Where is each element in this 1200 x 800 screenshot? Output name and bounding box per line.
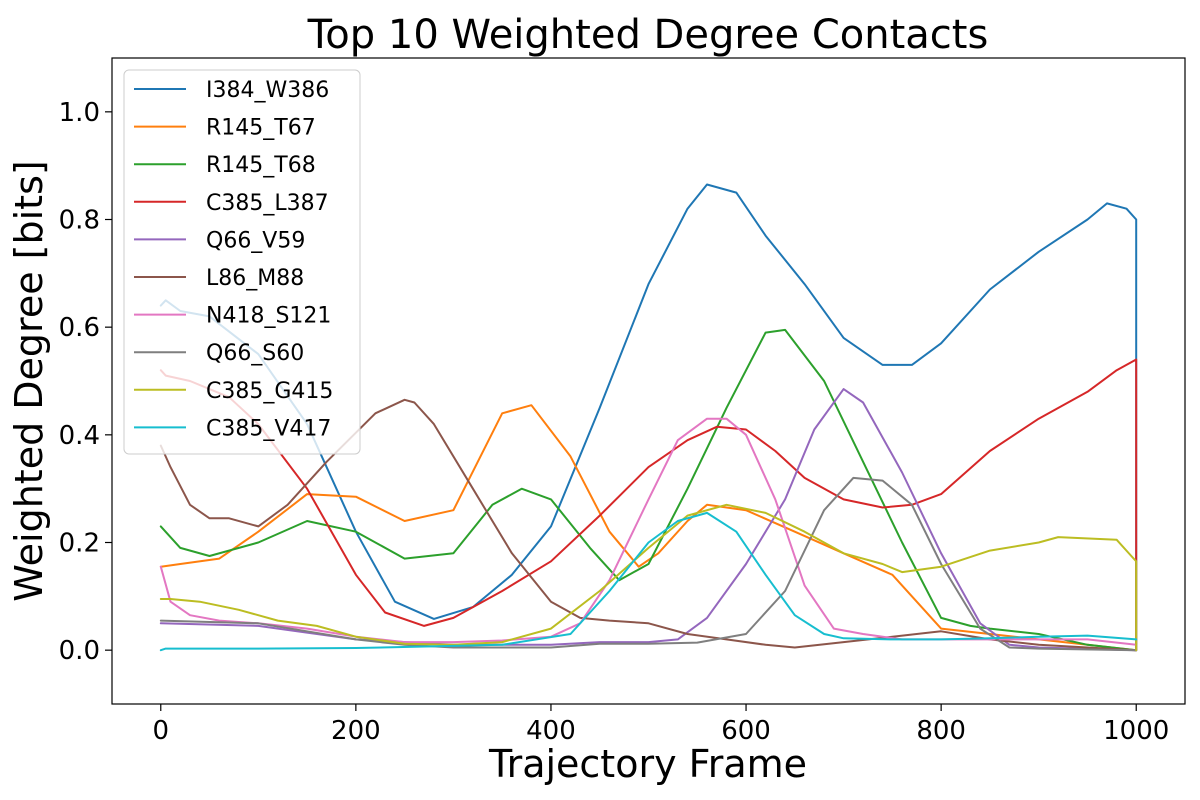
legend-entry-label: C385_V417	[206, 416, 331, 441]
y-axis-ticks: 0.0 0.2 0.4 0.6 0.8 1.0	[59, 98, 112, 666]
legend-entry-label: R145_T67	[206, 116, 316, 141]
x-tick-label: 1000	[1103, 716, 1169, 746]
legend-entry-label: Q66_V59	[206, 228, 305, 253]
x-tick-label: 400	[526, 716, 576, 746]
legend-entry-label: N418_S121	[206, 304, 331, 329]
x-tick-label: 0	[152, 716, 169, 746]
y-axis-label: Weighted Degree [bits]	[7, 160, 51, 601]
legend-entry-label: R145_T68	[206, 153, 316, 178]
series-line-c385-l387	[159, 358, 1138, 652]
y-tick-label: 0.0	[59, 636, 100, 666]
legend-entry-label: I384_W386	[206, 78, 329, 103]
y-tick-label: 0.6	[59, 313, 100, 343]
x-axis-label: Trajectory Frame	[488, 742, 807, 786]
y-tick-label: 0.2	[59, 529, 100, 559]
series-line-c385-v417	[159, 511, 1138, 652]
series-line-r145-t67	[159, 404, 1138, 652]
chart-title: Top 10 Weighted Degree Contacts	[307, 12, 989, 58]
legend-box	[123, 69, 361, 455]
y-tick-label: 0.4	[59, 421, 100, 451]
series-line-r145-t68	[159, 328, 1138, 652]
y-tick-label: 0.8	[59, 206, 100, 236]
series-line-c385-g415	[159, 503, 1138, 652]
plot-frame	[111, 57, 1186, 705]
legend-entry-label: Q66_S60	[206, 341, 304, 366]
x-tick-label: 600	[721, 716, 771, 746]
y-tick-label: 1.0	[59, 98, 100, 128]
x-axis-ticks: 0 200 400 600 800 1000	[152, 704, 1169, 746]
series-line-l86-m88	[159, 398, 1138, 652]
legend: I384_W386 R145_T67 R145_T68 C385_L387 Q66_V5…	[123, 69, 361, 455]
x-tick-label: 200	[331, 716, 381, 746]
legend-entry-label: L86_M88	[206, 266, 304, 291]
legend-entry-label: C385_L387	[206, 191, 329, 216]
x-tick-label: 800	[916, 716, 966, 746]
legend-entry-label: C385_G415	[206, 379, 333, 404]
series-line-q66-s60	[159, 476, 1138, 652]
series-group	[159, 183, 1138, 652]
